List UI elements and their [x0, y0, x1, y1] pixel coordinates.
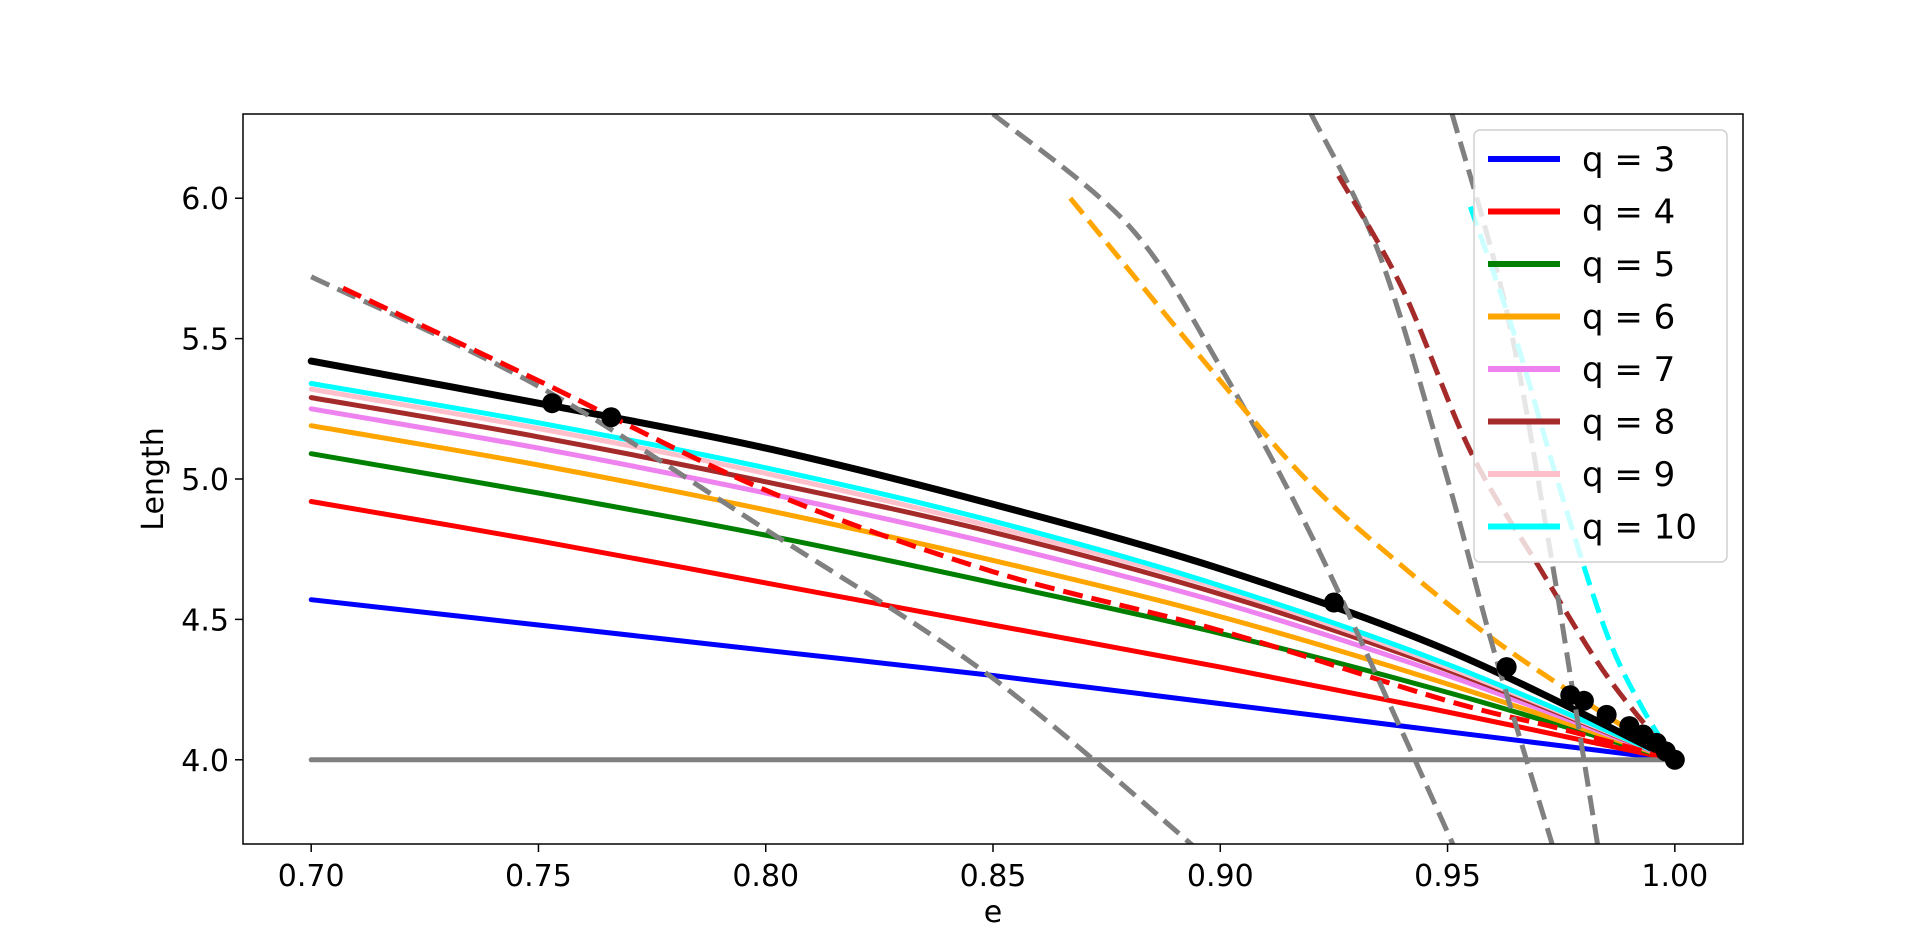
x-tick-label: 0.90 — [1187, 859, 1254, 894]
legend: q = 3 q = 4 q = 5 q = 6 q = 7 q = 8 q = 9 q = 1… — [1473, 129, 1728, 563]
series-line-q-5 — [308, 451, 1678, 763]
series-line-solid-8 — [307, 357, 1679, 764]
data-point-marker — [1664, 749, 1685, 770]
x-axis: 0.70 0.75 0.80 0.85 0.90 0.95 1.00 — [278, 844, 1708, 894]
y-axis: 4.0 4.5 5.0 5.5 6.0 — [181, 182, 243, 779]
x-tick-label: 0.75 — [505, 859, 572, 894]
legend-label-q-7: q = 7 — [1582, 350, 1675, 390]
y-tick-label: 4.0 — [181, 744, 229, 779]
data-point-marker — [1496, 657, 1517, 678]
series-line-dashed-10 — [310, 274, 1195, 844]
y-tick-label: 5.5 — [181, 323, 229, 358]
legend-label-q-6: q = 6 — [1582, 298, 1675, 338]
legend-label-q-3: q = 3 — [1582, 140, 1675, 180]
series-line-q-10 — [308, 381, 1678, 763]
series-line-q-4 — [308, 499, 1678, 763]
legend-box — [1473, 129, 1728, 563]
series-line-q-8 — [308, 395, 1678, 763]
data-point-marker — [1573, 690, 1594, 711]
series-line-dashed-13 — [1068, 196, 1677, 762]
y-tick-label: 5.0 — [181, 463, 229, 498]
x-tick-label: 0.80 — [732, 859, 799, 894]
x-tick-label: 0.95 — [1414, 859, 1481, 894]
series-line-dashed-14 — [1308, 114, 1555, 844]
y-tick-label: 4.5 — [181, 603, 229, 638]
data-point-marker — [601, 407, 622, 428]
marker-layer — [542, 393, 1685, 770]
legend-label-q-8: q = 8 — [1582, 403, 1675, 443]
series-layer — [307, 114, 1679, 844]
data-point-marker — [1323, 592, 1344, 613]
data-point-marker — [542, 393, 563, 414]
series-line-q-6 — [308, 423, 1678, 763]
y-axis-label: Length — [136, 427, 171, 530]
legend-label-q-5: q = 5 — [1582, 245, 1675, 285]
legend-label-q-10: q = 10 — [1582, 508, 1697, 548]
x-axis-label: e — [984, 895, 1002, 930]
data-point-marker — [1596, 704, 1617, 725]
legend-label-q-9: q = 9 — [1582, 455, 1675, 495]
x-tick-label: 1.00 — [1641, 859, 1708, 894]
y-tick-label: 6.0 — [181, 182, 229, 217]
x-tick-label: 0.85 — [960, 859, 1027, 894]
series-line-q-7 — [308, 406, 1678, 763]
series-line-q-9 — [308, 386, 1678, 763]
x-tick-label: 0.70 — [278, 859, 345, 894]
legend-label-q-4: q = 4 — [1582, 193, 1675, 233]
series-line-dashed-12 — [991, 114, 1456, 844]
